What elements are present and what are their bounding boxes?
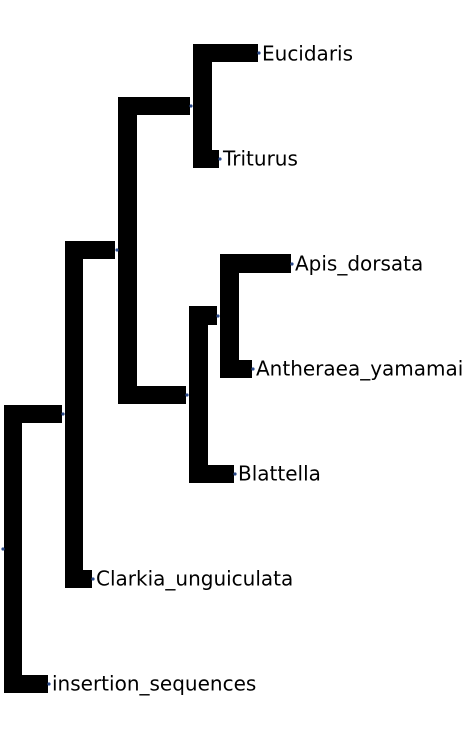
leaf-label-eucidaris: Eucidaris <box>262 42 353 66</box>
leaf-label-triturus: Triturus <box>222 147 298 171</box>
leaf-dot-triturus <box>218 157 222 161</box>
leaf-dot-clarkia <box>91 577 95 581</box>
branch-root-to-clade-a <box>4 405 62 423</box>
leaf-dot-apis <box>290 262 294 266</box>
branch-clade-e-to-apis <box>220 254 291 273</box>
tree-branches <box>4 44 291 693</box>
branch-clade-b-to-clade-c <box>118 97 190 115</box>
node-dot-clade-c <box>189 104 193 108</box>
branch-clade-e-vertical <box>220 254 239 378</box>
node-dot-clade-d <box>185 393 189 397</box>
tree-leaf-labels: Eucidaris Triturus Apis_dorsata Antherae… <box>52 42 463 696</box>
branch-clade-c-to-triturus <box>193 150 219 168</box>
branch-clade-c-vertical <box>193 44 212 168</box>
leaf-label-apis-dorsata: Apis_dorsata <box>295 252 423 276</box>
leaf-dot-eucidaris <box>257 51 261 55</box>
branch-clade-b-vertical <box>118 97 137 404</box>
leaf-dot-blattella <box>233 472 237 476</box>
branch-clade-b-to-clade-d <box>118 386 186 404</box>
branch-clade-a-vertical <box>65 241 83 588</box>
node-dot-clade-e <box>216 314 220 318</box>
leaf-label-blattella: Blattella <box>238 462 321 486</box>
leaf-label-clarkia-unguiculata: Clarkia_unguiculata <box>96 567 293 591</box>
leaf-dot-antheraea <box>251 367 255 371</box>
branch-root-vertical <box>4 405 22 693</box>
branch-clade-d-vertical <box>189 306 208 483</box>
leaf-dot-insertion <box>47 682 51 686</box>
tree-node-dots <box>1 51 294 686</box>
branch-clade-d-to-blattella <box>189 465 234 483</box>
branch-clade-c-to-eucidaris <box>193 44 258 62</box>
node-dot-root <box>1 547 5 551</box>
leaf-label-insertion-sequences: insertion_sequences <box>52 672 256 696</box>
branch-clade-e-to-antheraea <box>220 360 252 378</box>
branch-root-to-insertion <box>4 675 48 693</box>
leaf-label-antheraea-yamamai: Antheraea_yamamai <box>256 357 463 381</box>
node-dot-clade-b <box>115 248 119 252</box>
node-dot-clade-a <box>61 412 65 416</box>
branch-clade-a-to-clade-b <box>65 241 115 259</box>
branch-clade-d-to-clade-e <box>189 306 217 325</box>
branch-clade-a-to-clarkia <box>65 570 92 588</box>
